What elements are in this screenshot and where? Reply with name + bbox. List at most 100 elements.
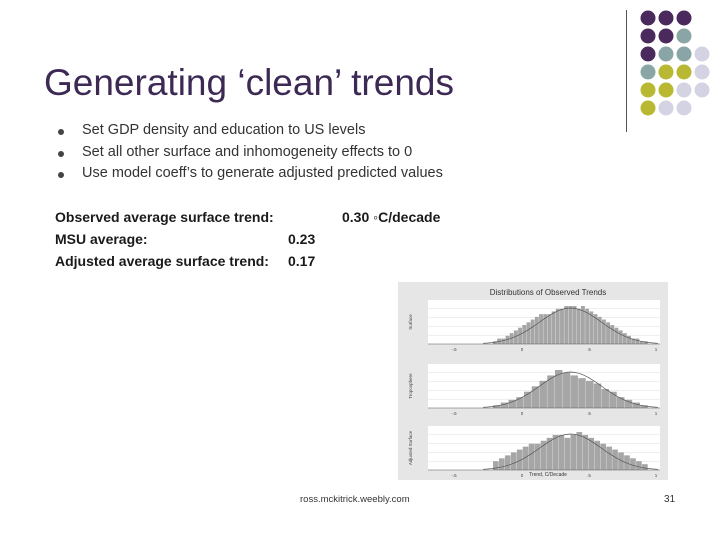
bullet-text: Use model coeff’s to generate adjusted p… xyxy=(82,165,443,181)
density-curve xyxy=(482,371,659,408)
bullet-list: Set GDP density and education to US leve… xyxy=(58,120,443,185)
histogram-bar xyxy=(618,452,624,470)
histogram-bar xyxy=(505,335,510,344)
histogram-bar xyxy=(560,308,564,344)
histogram-bar xyxy=(552,434,559,470)
histogram-bar xyxy=(546,437,553,470)
histogram-bar xyxy=(562,372,571,408)
decorative-dot xyxy=(694,82,710,98)
decorative-dot xyxy=(658,28,674,44)
histogram-bar xyxy=(642,464,648,470)
histogram-bar xyxy=(522,446,529,470)
histogram-bar xyxy=(530,319,535,344)
decorative-dot xyxy=(640,10,656,26)
decorative-dot xyxy=(640,100,656,116)
decorative-dot xyxy=(658,64,674,80)
histogram-bar xyxy=(586,380,594,408)
histogram-bar xyxy=(578,378,586,408)
histogram-bar xyxy=(639,341,644,344)
histogram-bar xyxy=(643,341,648,344)
x-tick-label: 1 xyxy=(655,347,658,352)
density-curve xyxy=(482,307,659,344)
histogram-bar xyxy=(528,443,535,470)
histogram-bar xyxy=(640,405,648,408)
histogram-bar xyxy=(589,311,594,344)
stat-label: Observed average surface trend: xyxy=(55,209,274,225)
panel-ylabel: Surface xyxy=(408,314,413,330)
histogram-bar xyxy=(522,325,527,344)
histogram-bar xyxy=(564,437,571,470)
x-tick-label: .5 xyxy=(587,347,591,352)
histogram-bar xyxy=(624,399,633,408)
x-tick-label: -.5 xyxy=(451,473,457,478)
histogram-bar xyxy=(568,306,573,344)
histogram-bar xyxy=(630,458,636,470)
histogram-bar xyxy=(570,375,578,408)
stat-value: 0.17 xyxy=(288,253,316,269)
decorative-dot xyxy=(658,82,674,98)
panel-ylabel: Troposphere xyxy=(408,373,413,399)
x-tick-label: -.5 xyxy=(451,347,457,352)
bullet-item: Use model coeff’s to generate adjusted p… xyxy=(58,163,443,185)
histogram-bar xyxy=(594,440,601,470)
x-tick-label: 0 xyxy=(521,473,524,478)
histogram-bar xyxy=(588,437,595,470)
histogram-chart: Distributions of Observed Trends -.5 0 .5 1… xyxy=(408,288,660,478)
histogram-bar xyxy=(593,314,598,344)
stat-row: MSU average: 0.23 xyxy=(55,228,475,250)
bullet-text: Set GDP density and education to US leve… xyxy=(82,122,366,138)
panel-ylabel: Adjusted Surface xyxy=(408,430,413,465)
histogram-bar xyxy=(516,449,523,470)
histogram-bar xyxy=(543,314,548,344)
decorative-dot xyxy=(676,82,692,98)
decorative-dot xyxy=(658,10,674,26)
histogram-bar xyxy=(493,341,497,344)
decorative-dot xyxy=(676,28,692,44)
histogram-bar xyxy=(636,461,642,470)
slide-title: Generating ‘clean’ trends xyxy=(44,62,454,103)
histogram-bar xyxy=(635,338,640,344)
bullet-item: Set all other surface and inhomogeneity … xyxy=(58,142,443,164)
histogram-bar xyxy=(600,443,606,470)
bullet-icon xyxy=(58,172,64,178)
histogram-bar xyxy=(632,402,640,408)
x-tick-label: 1 xyxy=(655,411,658,416)
x-tick-label: -.5 xyxy=(451,411,457,416)
histogram-bar xyxy=(500,402,509,408)
histogram-bar xyxy=(555,308,560,344)
decorative-dot xyxy=(658,46,674,62)
histogram-bar xyxy=(609,391,617,408)
histogram-bar xyxy=(618,330,623,344)
stat-label: Adjusted average surface trend: xyxy=(55,253,269,269)
histogram-bar xyxy=(580,306,585,344)
x-tick-label: 0 xyxy=(521,411,524,416)
histogram-bar xyxy=(508,399,516,408)
decorative-dot xyxy=(640,64,656,80)
histogram-bar xyxy=(513,330,518,344)
histogram-bar xyxy=(627,335,631,344)
histogram-bar xyxy=(498,458,505,470)
stat-value: 0.30 ◦C/decade xyxy=(342,209,441,225)
histogram-bar xyxy=(547,375,555,408)
bullet-icon xyxy=(58,150,64,157)
histogram-bar xyxy=(576,308,581,344)
figure-xlabel: Trend, C/Decade xyxy=(529,472,567,478)
divider-line xyxy=(626,10,627,132)
histogram-bar xyxy=(534,443,541,470)
histogram-bar xyxy=(631,338,636,344)
histogram-bar xyxy=(510,452,517,470)
x-tick-label: 0 xyxy=(521,347,524,352)
histogram-bar xyxy=(534,316,539,344)
histogram-bar xyxy=(540,440,547,470)
histogram-bar xyxy=(516,397,524,408)
histogram-bar xyxy=(518,327,523,344)
histogram-bar xyxy=(622,333,627,344)
trend-distribution-figure: Distributions of Observed Trends -.5 0 .5 1… xyxy=(398,282,668,480)
decorative-dot xyxy=(676,100,692,116)
density-curve xyxy=(482,433,659,470)
histogram-bar xyxy=(572,306,577,344)
decorative-dots xyxy=(640,10,710,116)
bullet-icon xyxy=(58,129,64,135)
histogram-bar xyxy=(555,370,563,408)
bullet-item: Set GDP density and education to US leve… xyxy=(58,120,443,142)
